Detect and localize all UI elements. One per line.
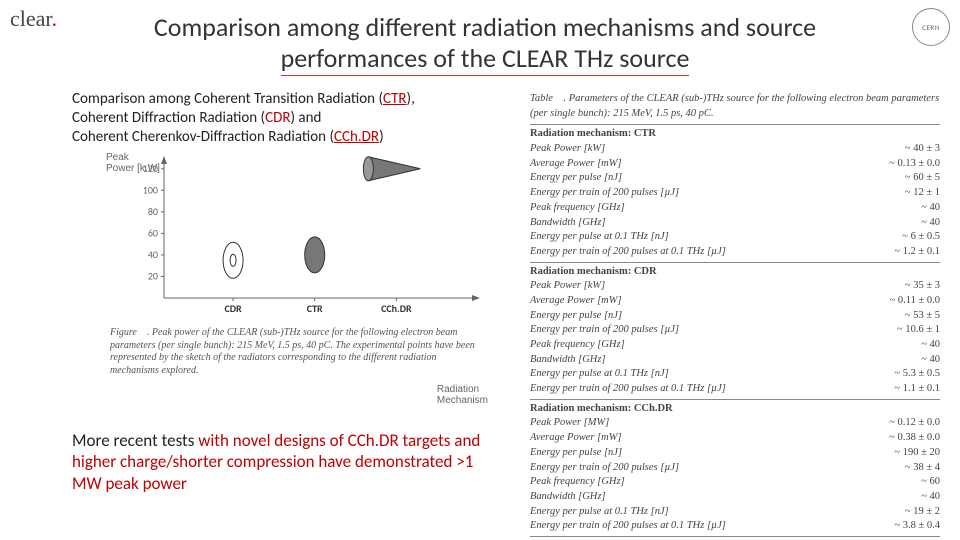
table-row: Energy per pulse [nJ]~ 53 ± 5 bbox=[530, 309, 940, 324]
svg-text:100: 100 bbox=[143, 183, 158, 196]
table-row: Energy per pulse at 0.1 THz [nJ]~ 6 ± 0.… bbox=[530, 230, 940, 245]
svg-text:120: 120 bbox=[143, 162, 158, 175]
table-row: Average Power [mW]~ 0.38 ± 0.0 bbox=[530, 431, 940, 446]
table-caption: Table . Parameters of the CLEAR (sub-)TH… bbox=[530, 92, 940, 121]
table-row: Energy per pulse [nJ]~ 190 ± 20 bbox=[530, 446, 940, 461]
table-row: Energy per train of 200 pulses [µJ]~ 12 … bbox=[530, 186, 940, 201]
table-section-head: Radiation mechanism: CDR bbox=[530, 265, 940, 280]
table-row: Average Power [mW]~ 0.11 ± 0.0 bbox=[530, 294, 940, 309]
table-row: Energy per train of 200 pulses [µJ]~ 38 … bbox=[530, 461, 940, 476]
table-row: Bandwidth [GHz]~ 40 bbox=[530, 353, 940, 368]
table-row: Energy per pulse at 0.1 THz [nJ]~ 19 ± 2 bbox=[530, 505, 940, 520]
table-row: Peak frequency [GHz]~ 40 bbox=[530, 338, 940, 353]
recent-tests-note: More recent tests with novel designs of … bbox=[72, 430, 502, 494]
table-row: Peak Power [kW]~ 40 ± 3 bbox=[530, 142, 940, 157]
table-section-head: Radiation mechanism: CTR bbox=[530, 127, 940, 142]
table-row: Bandwidth [GHz]~ 40 bbox=[530, 490, 940, 505]
svg-text:40: 40 bbox=[148, 248, 158, 261]
clear-logo: clear. bbox=[10, 6, 57, 32]
chart-caption: Figure . Peak power of the CLEAR (sub-)T… bbox=[110, 327, 480, 377]
slide: clear. CERN Comparison among different r… bbox=[0, 0, 960, 540]
table-row: Peak Power [MW]~ 0.12 ± 0.0 bbox=[530, 416, 940, 431]
table-row: Peak frequency [GHz]~ 40 bbox=[530, 201, 940, 216]
table-row: Bandwidth [GHz]~ 40 bbox=[530, 216, 940, 231]
table-row: Energy per train of 200 pulses at 0.1 TH… bbox=[530, 519, 940, 534]
svg-text:CCh.DR: CCh.DR bbox=[381, 302, 412, 315]
table-section-head: Radiation mechanism: CCh.DR bbox=[530, 402, 940, 417]
svg-text:80: 80 bbox=[148, 205, 158, 218]
x-axis-label: RadiationMechanism bbox=[437, 384, 488, 406]
table-row: Average Power [mW]~ 0.13 ± 0.0 bbox=[530, 157, 940, 172]
svg-text:CDR: CDR bbox=[224, 302, 242, 315]
table-row: Energy per train of 200 pulses at 0.1 TH… bbox=[530, 245, 940, 260]
svg-text:20: 20 bbox=[148, 269, 158, 282]
table-row: Peak Power [kW]~ 35 ± 3 bbox=[530, 279, 940, 294]
svg-text:60: 60 bbox=[148, 226, 158, 239]
svg-text:CTR: CTR bbox=[307, 302, 323, 315]
table-row: Peak frequency [GHz]~ 60 bbox=[530, 475, 940, 490]
table-row: Energy per pulse [nJ]~ 60 ± 5 bbox=[530, 171, 940, 186]
slide-title: Comparison among different radiation mec… bbox=[80, 12, 890, 73]
cern-logo: CERN bbox=[912, 8, 950, 46]
table-row: Energy per train of 200 pulses at 0.1 TH… bbox=[530, 382, 940, 397]
parameters-table: Table . Parameters of the CLEAR (sub-)TH… bbox=[530, 92, 940, 539]
table-row: Energy per train of 200 pulses [µJ]~ 10.… bbox=[530, 323, 940, 338]
comparison-description: Comparison among Coherent Transition Rad… bbox=[72, 90, 492, 146]
peak-power-chart: PeakPower [k.W] 20406080100120 CDRCTRCCh… bbox=[110, 152, 490, 412]
table-row: Energy per pulse at 0.1 THz [nJ]~ 5.3 ± … bbox=[530, 367, 940, 382]
